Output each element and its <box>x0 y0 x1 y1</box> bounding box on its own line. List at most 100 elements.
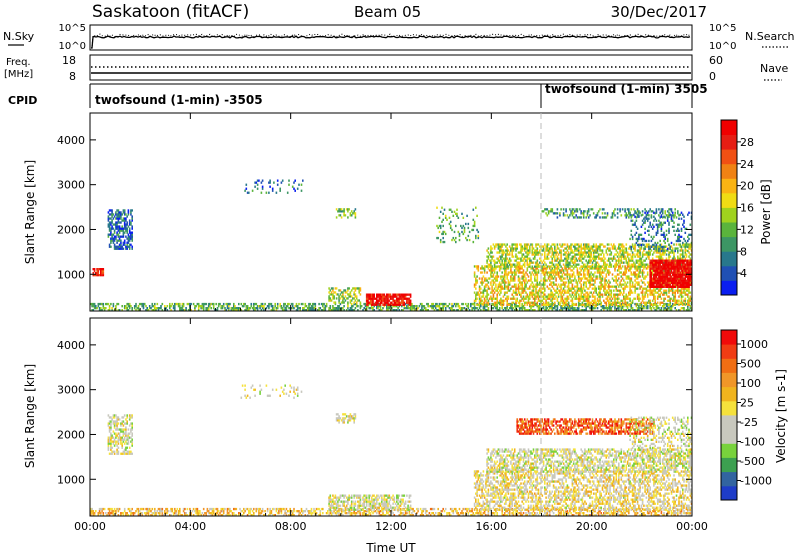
heatmap-cell <box>122 219 125 222</box>
heatmap-cell <box>572 208 575 211</box>
heatmap-cell <box>554 267 556 270</box>
heatmap-cell <box>174 307 176 310</box>
heatmap-cell <box>610 293 613 296</box>
heatmap-cell <box>615 277 618 280</box>
heatmap-cell <box>345 208 348 211</box>
heatmap-cell <box>115 217 117 220</box>
heatmap-cell <box>451 238 453 242</box>
heatmap-cell <box>496 251 498 254</box>
heatmap-cell <box>680 271 683 274</box>
heatmap-cell <box>567 216 570 219</box>
heatmap-cell <box>570 275 572 278</box>
heatmap-cell <box>511 245 513 248</box>
heatmap-cell <box>486 305 488 308</box>
heatmap-cell <box>429 305 432 308</box>
heatmap-cell <box>179 305 181 308</box>
heatmap-cell <box>601 257 604 260</box>
heatmap-cell <box>550 281 552 284</box>
heatmap-cell <box>565 257 567 260</box>
heatmap-cell <box>505 267 507 270</box>
heatmap-cell <box>688 299 690 302</box>
heatmap-cell <box>502 309 505 312</box>
heatmap-cell <box>115 245 117 248</box>
heatmap-cell <box>493 247 496 250</box>
heatmap-cell <box>613 285 615 288</box>
heatmap-cell <box>263 305 265 308</box>
heatmap-cell <box>629 211 631 214</box>
heatmap-cell <box>293 181 295 184</box>
heatmap-cell <box>579 287 581 290</box>
heatmap-cell <box>589 259 591 262</box>
heatmap-cell <box>498 255 501 258</box>
heatmap-cell <box>532 269 535 272</box>
heatmap-cell <box>614 275 616 278</box>
heatmap-cell <box>624 214 626 217</box>
heatmap-cell <box>378 309 381 312</box>
heatmap-cell <box>650 309 653 312</box>
heatmap-cell <box>636 269 639 272</box>
heatmap-cell <box>349 307 352 310</box>
heatmap-cell <box>549 251 551 254</box>
heatmap-cell <box>128 223 131 226</box>
heatmap-cell <box>586 295 589 298</box>
heatmap-cell <box>304 302 307 306</box>
heatmap-cell <box>329 289 332 292</box>
heatmap-cell <box>501 299 503 302</box>
heatmap-cell <box>422 309 424 312</box>
heatmap-cell <box>443 305 446 308</box>
heatmap-cell <box>561 305 564 308</box>
heatmap-cell <box>226 302 229 306</box>
heatmap-cell <box>635 237 638 241</box>
heatmap-cell <box>518 271 521 274</box>
heatmap-cell <box>226 305 229 308</box>
heatmap-cell <box>313 302 315 306</box>
heatmap-cell <box>497 265 500 268</box>
heatmap-cell <box>635 225 638 228</box>
heatmap-cell <box>649 289 651 292</box>
heatmap-cell <box>525 301 527 304</box>
heatmap-cell <box>597 267 600 270</box>
heatmap-cell <box>669 259 671 262</box>
heatmap-cell <box>516 287 518 290</box>
heatmap-cell <box>556 309 559 312</box>
heatmap-cell <box>671 251 674 254</box>
heatmap-cell <box>148 307 151 310</box>
heatmap-cell <box>483 285 486 288</box>
heatmap-cell <box>664 309 666 312</box>
heatmap-cell <box>646 211 649 214</box>
heatmap-cell <box>608 259 610 262</box>
heatmap-cell <box>398 301 401 304</box>
heatmap-cell <box>534 293 536 296</box>
heatmap-cell <box>571 212 574 215</box>
heatmap-cell <box>625 305 628 308</box>
heatmap-cell <box>270 305 273 308</box>
heatmap-cell <box>586 269 589 272</box>
heatmap-cell <box>584 267 586 270</box>
heatmap-cell <box>534 265 536 268</box>
heatmap-cell <box>551 291 554 294</box>
heatmap-cell <box>559 243 561 246</box>
heatmap-cell <box>592 303 595 306</box>
heatmap-cell <box>100 274 102 277</box>
heatmap-cell <box>585 251 587 254</box>
nsky-label: N.Sky <box>3 30 35 43</box>
heatmap-cell <box>638 275 640 278</box>
heatmap-cell <box>546 267 549 270</box>
heatmap-cell <box>324 307 327 310</box>
heatmap-cell <box>671 289 674 292</box>
heatmap-cell <box>505 257 507 260</box>
heatmap-cell <box>110 302 112 306</box>
heatmap-cell <box>575 257 577 260</box>
heatmap-cell <box>640 279 643 282</box>
heatmap-cell <box>549 307 551 310</box>
heatmap-cell <box>491 279 493 282</box>
heatmap-cell <box>120 241 122 244</box>
heatmap-cell <box>621 249 624 252</box>
heatmap-cell <box>529 265 531 268</box>
heatmap-cell <box>169 307 171 310</box>
heatmap-cell <box>535 273 537 276</box>
heatmap-cell <box>118 235 121 238</box>
heatmap-cell <box>442 232 444 236</box>
heatmap-cell <box>628 275 630 278</box>
heatmap-cell <box>571 309 574 312</box>
